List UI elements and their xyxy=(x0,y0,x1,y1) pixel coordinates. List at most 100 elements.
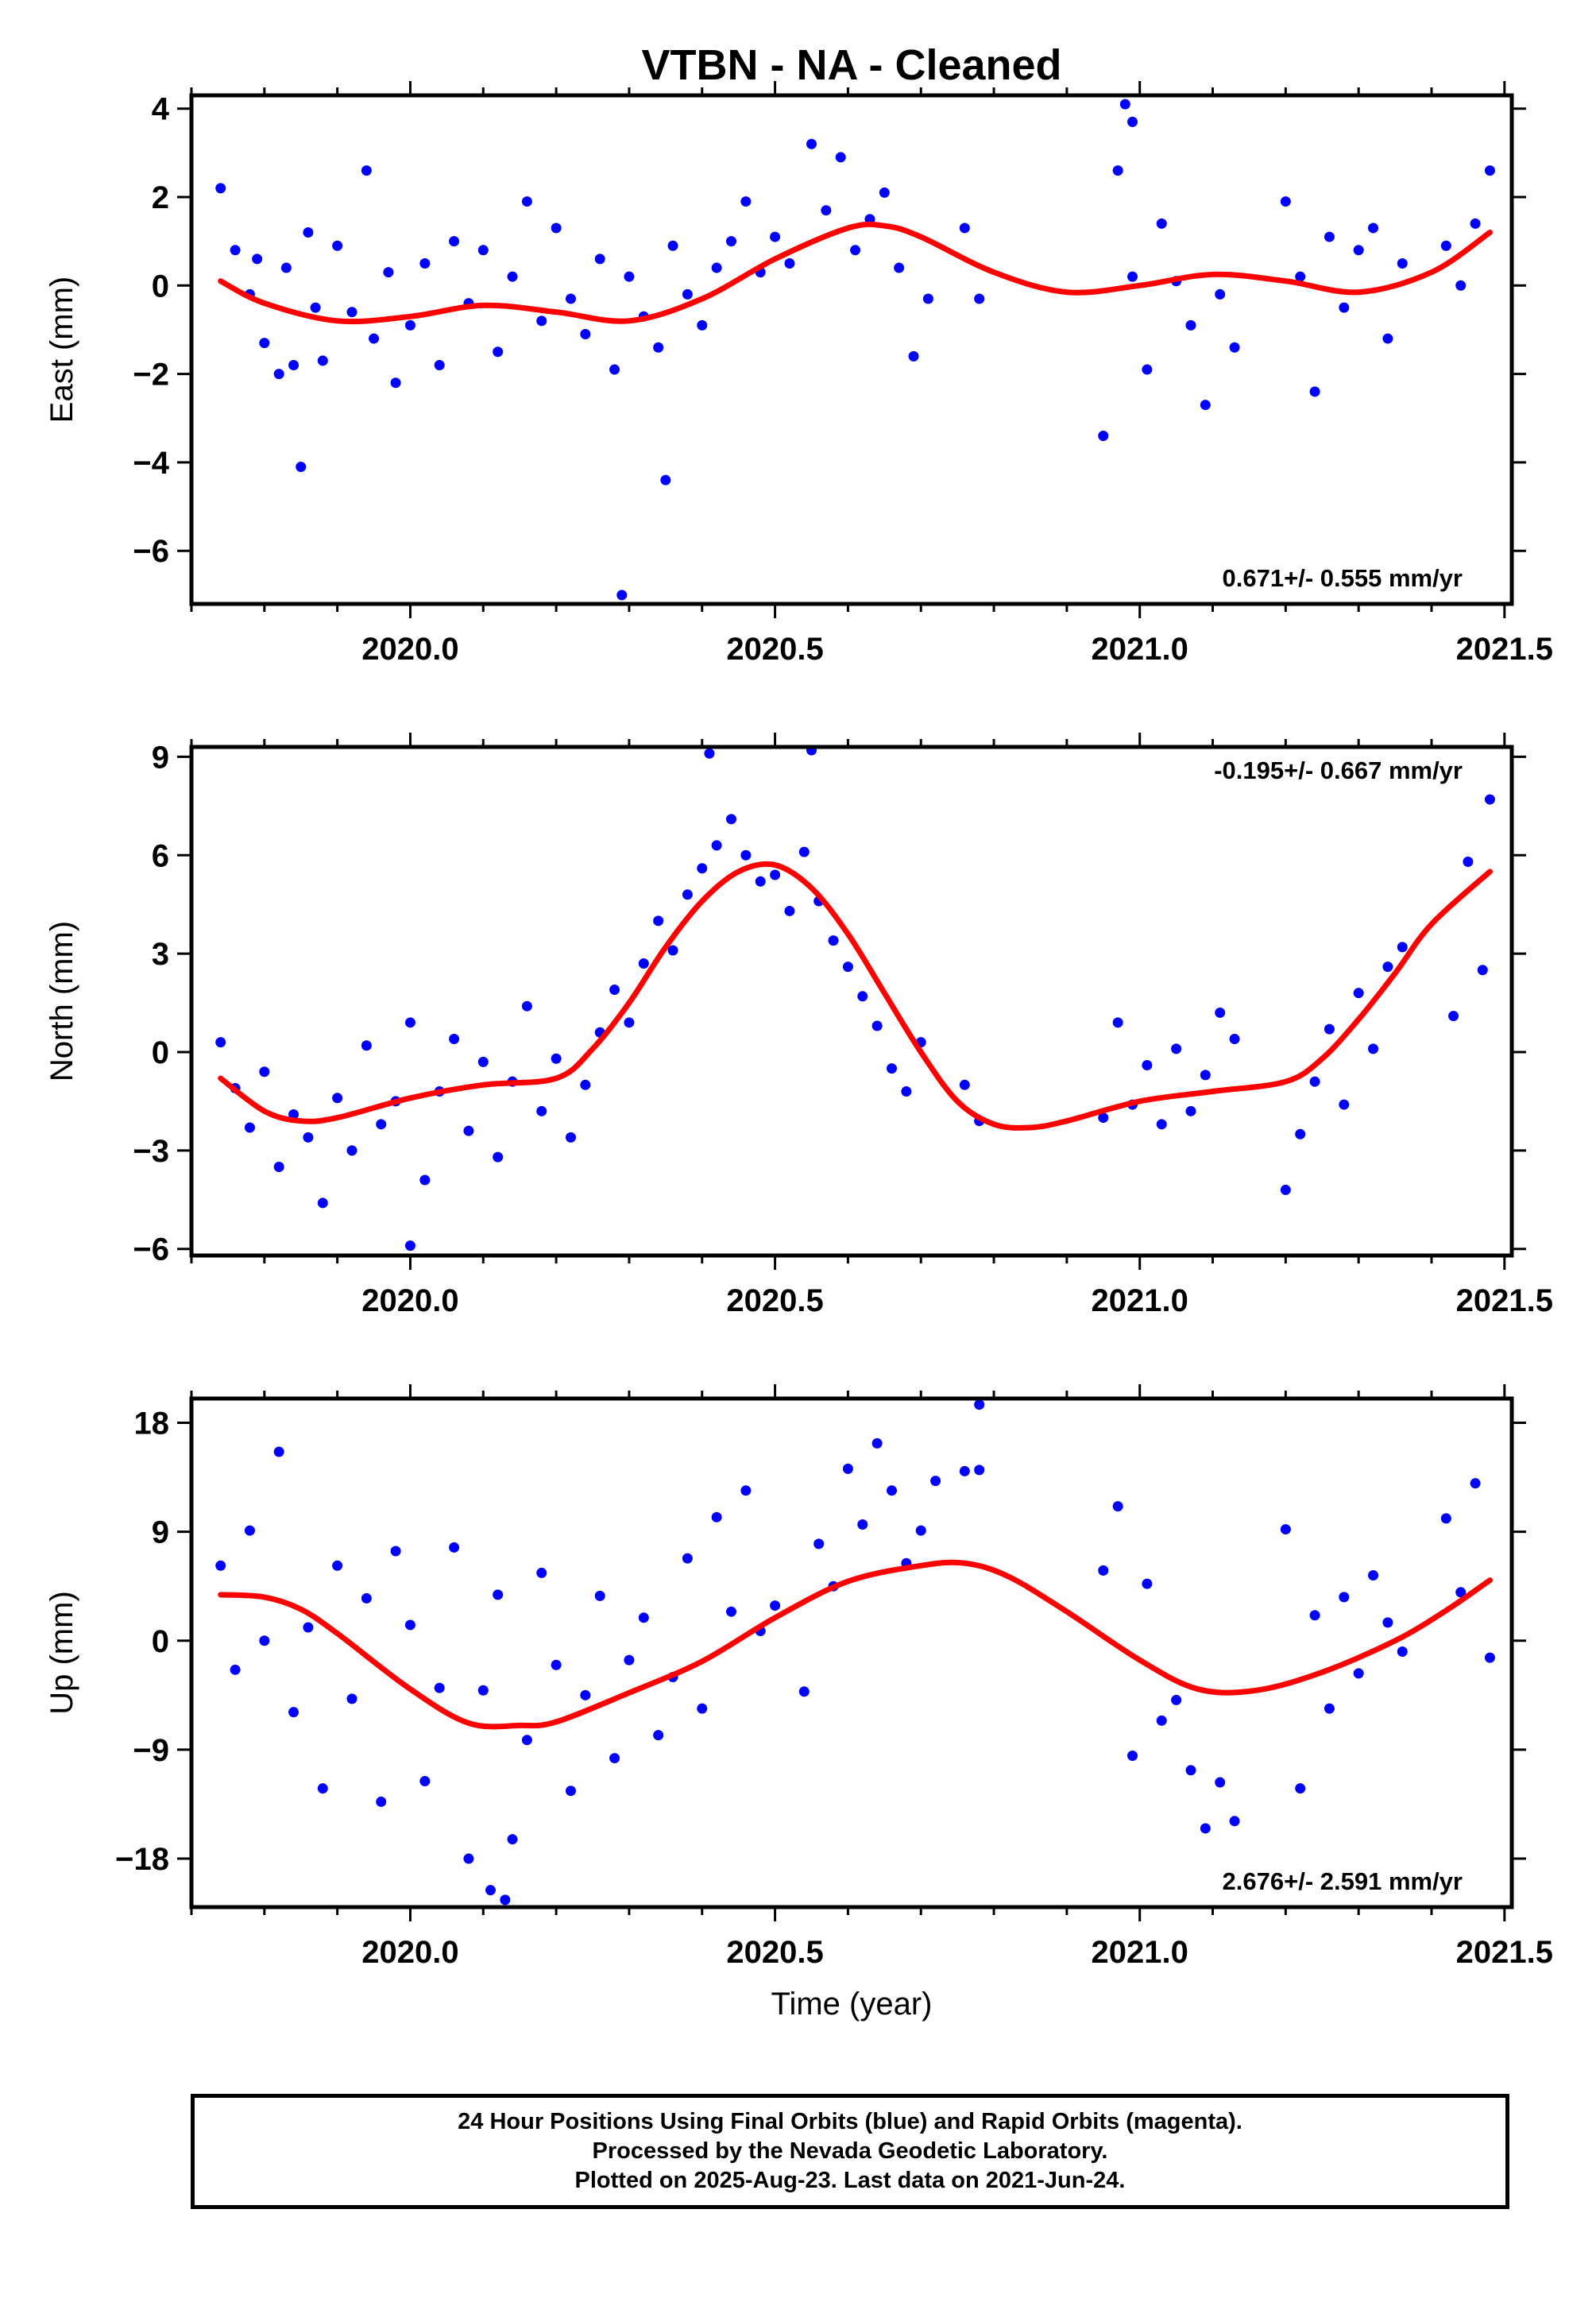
data-point xyxy=(959,222,970,234)
data-point xyxy=(1382,961,1393,973)
data-point xyxy=(974,1399,985,1410)
x-tick-label: 2021.5 xyxy=(1456,632,1553,667)
data-point xyxy=(1127,116,1138,127)
data-point xyxy=(317,1197,328,1209)
data-point xyxy=(915,1525,926,1536)
y-tick-label: 3 xyxy=(152,937,169,972)
data-point xyxy=(1127,271,1138,282)
data-point xyxy=(346,307,357,318)
data-point xyxy=(1484,165,1495,176)
x-tick-label: 2020.5 xyxy=(726,1283,823,1318)
data-point xyxy=(1295,271,1306,282)
data-point xyxy=(449,236,460,247)
data-point xyxy=(1295,1783,1306,1794)
data-point xyxy=(273,1446,284,1457)
data-point xyxy=(521,196,532,207)
data-point xyxy=(463,1853,474,1864)
data-point xyxy=(404,1619,415,1631)
data-point xyxy=(770,231,781,242)
data-point xyxy=(806,138,817,149)
data-point xyxy=(901,1086,912,1097)
y-tick-label: 0 xyxy=(152,1624,169,1659)
velocity-rate-label: 0.671+/- 0.555 mm/yr xyxy=(1223,564,1463,592)
data-point xyxy=(813,1538,825,1550)
data-point xyxy=(376,1796,387,1807)
y-tick-label: −9 xyxy=(133,1733,169,1768)
data-point xyxy=(1470,1478,1481,1489)
data-point xyxy=(682,288,693,300)
y-tick-label: 2 xyxy=(152,180,169,215)
chart-title: VTBN - NA - Cleaned xyxy=(641,41,1061,89)
data-point xyxy=(493,1151,504,1163)
data-point xyxy=(1470,218,1481,229)
data-point xyxy=(273,369,284,380)
data-point xyxy=(419,1776,431,1787)
data-point xyxy=(434,359,445,370)
data-point xyxy=(303,1132,314,1143)
data-point xyxy=(740,849,752,861)
data-point xyxy=(1463,857,1474,868)
data-point xyxy=(317,355,328,366)
data-point xyxy=(1382,333,1393,344)
data-point xyxy=(725,1606,736,1617)
data-point xyxy=(1477,965,1488,976)
panel-north: 2020.0 2020.5 2021.0 2021.5 9 6 3 0 −3 −6 North (m… xyxy=(44,733,1553,1318)
x-tick-label: 2021.0 xyxy=(1092,1283,1188,1318)
x-tick-label: 2020.0 xyxy=(361,632,458,667)
data-point xyxy=(346,1145,357,1156)
y-tick-label: −2 xyxy=(133,358,169,393)
data-point xyxy=(434,1682,445,1693)
data-point xyxy=(390,377,401,389)
data-point xyxy=(755,876,766,887)
data-point xyxy=(215,183,226,194)
data-point xyxy=(507,1834,518,1845)
caption-line-3: Plotted on 2025-Aug-23. Last data on 202… xyxy=(574,2168,1126,2193)
data-point xyxy=(419,1174,431,1186)
data-point xyxy=(1440,1513,1451,1524)
y-tick-label: 4 xyxy=(152,92,170,127)
y-axis-label: North (mm) xyxy=(44,921,79,1081)
data-point xyxy=(383,267,394,278)
data-point xyxy=(798,846,810,857)
data-point xyxy=(725,236,736,247)
data-point xyxy=(682,1553,693,1564)
data-point xyxy=(1156,1715,1167,1726)
data-point xyxy=(317,1783,328,1794)
data-point xyxy=(280,262,292,273)
y-axis-label: Up (mm) xyxy=(44,1591,79,1715)
data-point xyxy=(1185,319,1196,331)
data-point xyxy=(1171,1043,1182,1054)
data-point xyxy=(580,1689,591,1700)
data-point xyxy=(1200,1823,1211,1834)
data-point xyxy=(1112,165,1123,176)
data-point xyxy=(806,747,817,756)
y-tick-label: −6 xyxy=(133,534,169,569)
data-point xyxy=(1455,280,1467,291)
x-tick-label: 2020.0 xyxy=(361,1283,458,1318)
data-point xyxy=(580,329,591,340)
y-tick-label: 18 xyxy=(134,1406,170,1441)
data-point xyxy=(1324,1703,1335,1714)
data-point xyxy=(259,1635,270,1646)
data-point xyxy=(565,1132,576,1143)
data-point xyxy=(697,863,708,874)
data-point xyxy=(230,245,241,256)
data-point xyxy=(930,1476,941,1487)
data-point xyxy=(871,1020,883,1031)
panel-frame xyxy=(189,1396,1514,1909)
data-point xyxy=(477,245,489,256)
data-point xyxy=(1098,1112,1109,1124)
data-point xyxy=(1215,1777,1226,1788)
panel-frame xyxy=(189,745,1514,1258)
data-point xyxy=(1127,1751,1138,1762)
y-tick-label: 6 xyxy=(152,838,169,873)
data-point xyxy=(1280,1184,1291,1195)
data-point xyxy=(1324,231,1335,242)
data-point xyxy=(1280,196,1291,207)
data-point xyxy=(697,319,708,331)
y-tick-label: 0 xyxy=(152,1035,169,1070)
data-point xyxy=(842,1463,853,1474)
data-point xyxy=(332,1560,343,1571)
data-point xyxy=(594,1590,605,1601)
